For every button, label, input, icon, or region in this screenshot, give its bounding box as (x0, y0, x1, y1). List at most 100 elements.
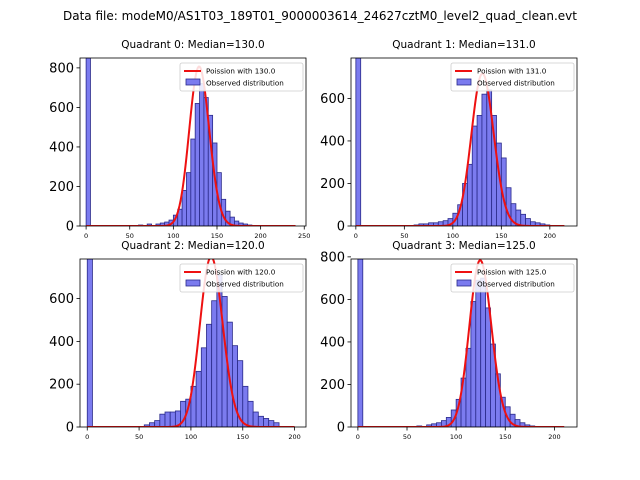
x-tick-label: 0 (354, 232, 358, 240)
axes-frame (350, 57, 578, 227)
histogram-bar (181, 190, 187, 226)
poisson-curve (86, 65, 296, 226)
histogram-bar (480, 277, 487, 427)
subplot-title: Quadrant 0: Median=130.0 (121, 39, 264, 51)
histogram-bar (159, 413, 166, 427)
y-tick-label: 200 (320, 378, 345, 393)
y-tick-label: 200 (320, 177, 345, 192)
histogram-bar (475, 279, 482, 427)
plot-area (85, 58, 296, 226)
histogram-bar (169, 411, 176, 427)
axes-frame (350, 258, 578, 428)
histogram-bar (199, 83, 205, 226)
legend-box (179, 263, 304, 293)
histogram-bar (200, 347, 207, 427)
plot-area (355, 58, 565, 226)
legend: Poission with 125.0 Observed distribution (450, 263, 575, 293)
legend-bar-swatch (456, 78, 472, 86)
histogram-bar (190, 138, 196, 226)
x-tick-label: 200 (254, 232, 266, 240)
histogram-bar (86, 259, 93, 427)
x-tick-label: 50 (400, 232, 408, 240)
legend-observed-label: Observed distribution (477, 79, 555, 88)
y-tick-label: 0 (337, 220, 345, 235)
x-tick-label: 0 (356, 433, 360, 441)
x-tick-label: 100 (167, 232, 179, 240)
histogram-bar (485, 307, 491, 427)
x-tick-label: 50 (403, 433, 411, 441)
x-tick-label: 250 (298, 232, 310, 240)
subplot-title: Quadrant 1: Median=131.0 (392, 39, 535, 51)
y-tick-label: 400 (49, 140, 74, 155)
x-tick-label: 200 (548, 433, 560, 441)
histogram-bar (481, 93, 488, 226)
histogram-bar (206, 323, 213, 427)
histogram-bar (470, 301, 477, 427)
y-tick-label: 0 (337, 421, 345, 436)
legend-observed-label: Observed distribution (206, 79, 284, 88)
x-tick-label: 150 (237, 433, 249, 441)
x-tick-label: 200 (544, 232, 556, 240)
histogram-bar (211, 300, 218, 427)
legend-box (179, 62, 304, 92)
subplot-quadrant-3: 0 50 100 150 200 0 200 400 600 800 Quadrant 3: Med… (320, 240, 578, 441)
legend-bar-swatch (185, 279, 201, 287)
subplot-quadrant-0: 0 50 100 150 200 250 0 200 400 600 800 Quadrant 0: … (49, 39, 310, 240)
x-tick-label: 100 (447, 232, 459, 240)
histogram-bar (476, 115, 483, 226)
subplot-quadrant-1: 0 50 100 150 200 0 200 400 600 Quadrant 1: Median… (320, 39, 578, 240)
y-tick-label: 600 (49, 101, 74, 116)
legend-observed-label: Observed distribution (477, 280, 555, 289)
histogram-bar (263, 418, 270, 427)
histogram-bar (252, 411, 259, 427)
y-tick-label: 600 (320, 92, 345, 107)
x-tick-label: 50 (135, 433, 143, 441)
histogram-bar (247, 400, 254, 427)
x-tick-label: 100 (450, 433, 462, 441)
axes-frame (79, 57, 307, 227)
subplot-title: Quadrant 2: Median=120.0 (121, 240, 264, 252)
legend-poisson-label: Poission with 120.0 (206, 268, 276, 277)
figure-title: Data file: modeM0/AS1T03_189T01_90000036… (63, 9, 577, 23)
y-tick-label: 800 (49, 61, 74, 76)
histogram-bar (357, 259, 364, 427)
legend-box (450, 263, 575, 293)
histogram-bar (466, 163, 473, 226)
histogram-bar (186, 172, 192, 226)
histogram-bar (257, 415, 264, 427)
x-tick-label: 0 (84, 232, 88, 240)
y-tick-label: 0 (66, 220, 74, 235)
y-tick-label: 600 (49, 292, 74, 307)
histogram-bar (465, 347, 472, 427)
legend-observed-label: Observed distribution (206, 280, 284, 289)
subplot-title: Quadrant 3: Median=125.0 (392, 240, 535, 252)
x-tick-label: 150 (211, 232, 223, 240)
histogram-bar (195, 370, 202, 427)
x-tick-label: 200 (288, 433, 300, 441)
histogram-bar (85, 58, 91, 226)
histogram-bar (242, 385, 249, 427)
plot-area (86, 259, 295, 427)
histogram-bar (231, 345, 238, 427)
axes-frame (79, 258, 307, 428)
histogram-bar (471, 125, 478, 226)
histogram-bar (164, 411, 171, 427)
legend-box (450, 62, 575, 92)
plot-area (357, 259, 565, 427)
legend-bar-swatch (456, 279, 472, 287)
legend: Poission with 120.0 Observed distribution (179, 263, 304, 293)
y-tick-label: 600 (320, 293, 345, 308)
y-tick-label: 200 (49, 180, 74, 195)
histogram-bar (505, 187, 512, 226)
legend-poisson-label: Poission with 131.0 (477, 67, 547, 76)
legend: Poission with 130.0 Observed distribution (179, 62, 304, 92)
y-tick-label: 400 (320, 335, 345, 350)
histogram-bar (273, 422, 280, 427)
legend-poisson-label: Poission with 125.0 (477, 268, 547, 277)
x-tick-label: 100 (185, 433, 197, 441)
histogram-bar (520, 213, 526, 226)
histogram-bar (194, 103, 200, 226)
y-tick-label: 0 (66, 421, 74, 436)
histogram-bar (355, 58, 362, 226)
